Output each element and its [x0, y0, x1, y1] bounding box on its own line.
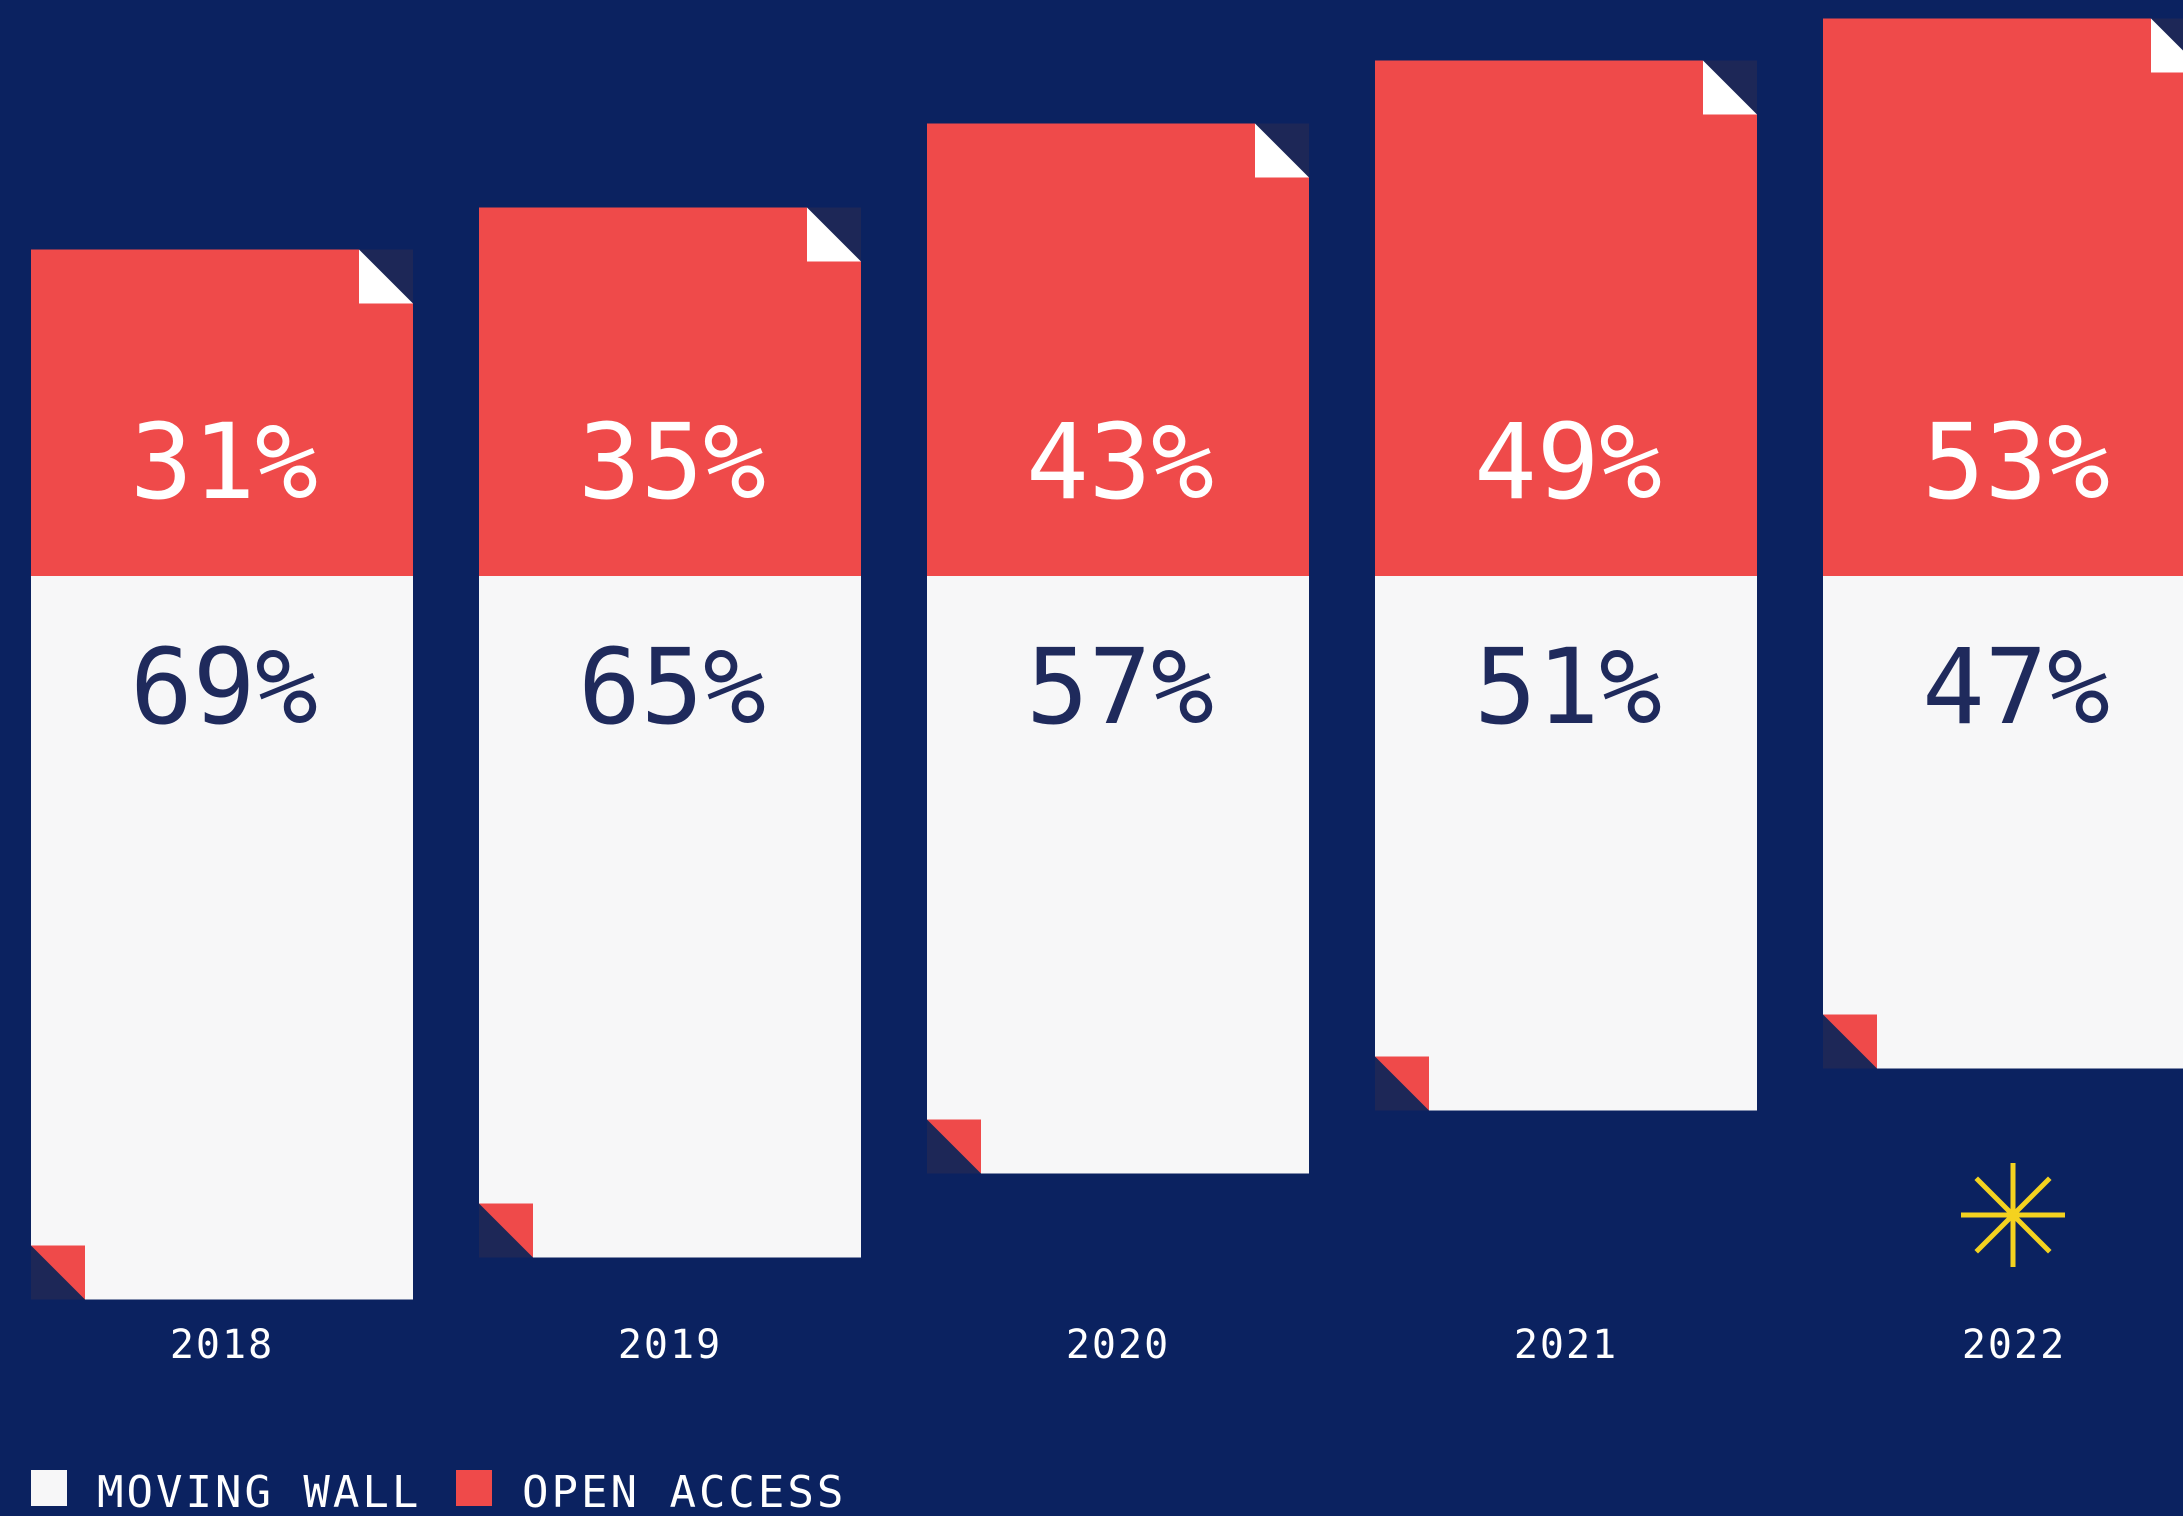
label-moving-wall-2020: 57%	[1026, 626, 1214, 748]
label-open-access-2020: 43%	[1026, 401, 1214, 523]
tick-label-2020: 2020	[1066, 1322, 1170, 1368]
bars-layer: 31% 69% 2018 35% 65% 2019 43% 57% 2020 49% 51% 2021…	[31, 18, 2183, 1368]
legend-swatch-open-access	[456, 1470, 492, 1506]
fold-corner-bottom-shade-2022	[1823, 1014, 1877, 1069]
label-open-access-2018: 31%	[130, 401, 318, 523]
fold-corner-bottom-shade-2018	[31, 1245, 85, 1300]
fold-corner-top-shade-2019	[807, 207, 861, 262]
bar-group-2022: 53% 47% 2022	[1823, 18, 2183, 1368]
bar-open-access-2021	[1375, 60, 1757, 576]
legend-label-moving-wall: MOVING WALL	[97, 1467, 421, 1516]
tick-label-2019: 2019	[618, 1322, 722, 1368]
bar-group-2018: 31% 69% 2018	[31, 249, 413, 1368]
sparkle-icon	[1961, 1163, 2065, 1267]
fold-corner-top-shade-2021	[1703, 60, 1757, 115]
tick-label-2021: 2021	[1514, 1322, 1618, 1368]
bar-group-2020: 43% 57% 2020	[927, 123, 1309, 1368]
annotation-layer	[1961, 1163, 2065, 1267]
bar-open-access-2018	[31, 249, 413, 576]
bar-moving-wall-2021	[1375, 575, 1757, 1111]
fold-corner-top-shade-2018	[359, 249, 413, 304]
legend-swatch-moving-wall	[31, 1470, 67, 1506]
legend: MOVING WALL OPEN ACCESS	[31, 1467, 846, 1516]
bar-open-access-2020	[927, 123, 1309, 576]
bar-moving-wall-2022	[1823, 575, 2183, 1069]
bar-group-2019: 35% 65% 2019	[479, 207, 861, 1368]
label-open-access-2019: 35%	[578, 401, 766, 523]
legend-item-open-access: OPEN ACCESS	[456, 1467, 846, 1516]
bar-moving-wall-2020	[927, 575, 1309, 1174]
legend-item-moving-wall: MOVING WALL	[31, 1467, 421, 1516]
label-moving-wall-2019: 65%	[578, 626, 766, 748]
bar-open-access-2022	[1823, 18, 2183, 576]
label-moving-wall-2022: 47%	[1922, 626, 2110, 748]
fold-corner-bottom-shade-2021	[1375, 1056, 1429, 1111]
label-moving-wall-2021: 51%	[1474, 626, 1662, 748]
bar-moving-wall-2018	[31, 575, 413, 1300]
label-moving-wall-2018: 69%	[130, 626, 318, 748]
bar-moving-wall-2019	[479, 575, 861, 1258]
bar-open-access-2019	[479, 207, 861, 576]
legend-label-open-access: OPEN ACCESS	[522, 1467, 846, 1516]
fold-corner-top-shade-2020	[1255, 123, 1309, 178]
label-open-access-2022: 53%	[1922, 401, 2110, 523]
fold-corner-bottom-shade-2019	[479, 1203, 533, 1258]
fold-corner-bottom-shade-2020	[927, 1119, 981, 1174]
tick-label-2018: 2018	[170, 1322, 274, 1368]
sparkle-ray	[1974, 1176, 2052, 1254]
label-open-access-2021: 49%	[1474, 401, 1662, 523]
fold-corner-top-shade-2022	[2151, 18, 2183, 51]
bar-group-2021: 49% 51% 2021	[1375, 60, 1757, 1368]
tick-label-2022: 2022	[1962, 1322, 2066, 1368]
